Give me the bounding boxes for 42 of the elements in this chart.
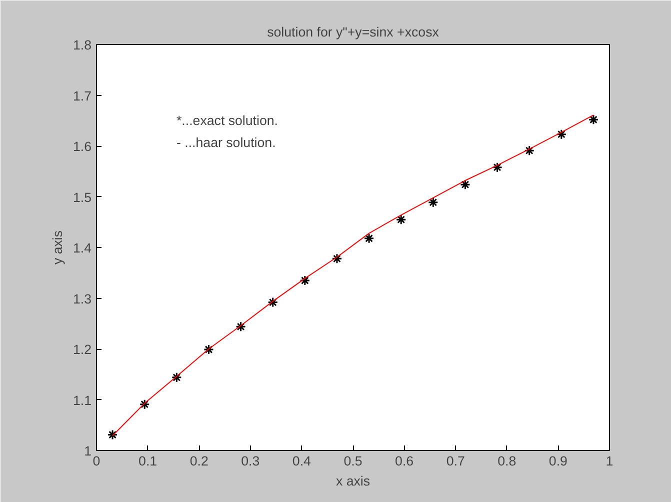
y-axis-title: y axis xyxy=(50,230,65,265)
x-tick-label: 0.9 xyxy=(548,454,568,468)
annotation: - ...haar solution. xyxy=(176,135,276,150)
chart-title: solution for y"+y=sinx +xcosx xyxy=(267,24,440,40)
x-tick-label: 0.2 xyxy=(190,454,208,468)
point xyxy=(300,275,310,286)
y-tick-label: 1.2 xyxy=(72,342,92,357)
x-tick-label: 0.1 xyxy=(138,454,158,468)
point xyxy=(556,129,567,140)
point xyxy=(171,372,182,383)
point xyxy=(268,297,278,308)
point xyxy=(332,253,342,264)
x-tick-label: 1 xyxy=(606,454,614,468)
line-series xyxy=(112,114,594,436)
point xyxy=(460,179,470,190)
y-tick-label: 1.3 xyxy=(72,291,92,306)
point xyxy=(524,145,535,156)
x-tick-label: 0.6 xyxy=(395,454,414,468)
point xyxy=(492,162,503,173)
x-tick-label: 0.5 xyxy=(344,454,362,468)
point xyxy=(364,233,374,244)
point xyxy=(396,214,406,225)
y-tick-label: 1.7 xyxy=(72,88,92,104)
point xyxy=(139,399,150,410)
point xyxy=(588,114,599,125)
x-tick-label: 0.7 xyxy=(446,454,465,468)
annotation: *...exact solution. xyxy=(176,113,278,128)
y-tick-label: 1.1 xyxy=(72,392,92,408)
y-tick-label: 1.8 xyxy=(72,38,92,52)
y-tick-label: 1.6 xyxy=(72,139,92,154)
x-tick-label: 0.3 xyxy=(241,454,260,468)
x-tick-label: 0.8 xyxy=(498,454,516,468)
x-tick-label: 0.4 xyxy=(292,454,312,468)
x-tick-label: 0 xyxy=(92,454,100,468)
point xyxy=(428,197,438,208)
y-tick-label: 1.4 xyxy=(72,240,92,256)
y-tick-label: 1 xyxy=(84,444,92,458)
point xyxy=(203,344,214,355)
point xyxy=(236,321,246,332)
x-axis-title: x axis xyxy=(336,474,370,488)
y-tick-label: 1.5 xyxy=(72,190,92,205)
point xyxy=(107,430,118,440)
